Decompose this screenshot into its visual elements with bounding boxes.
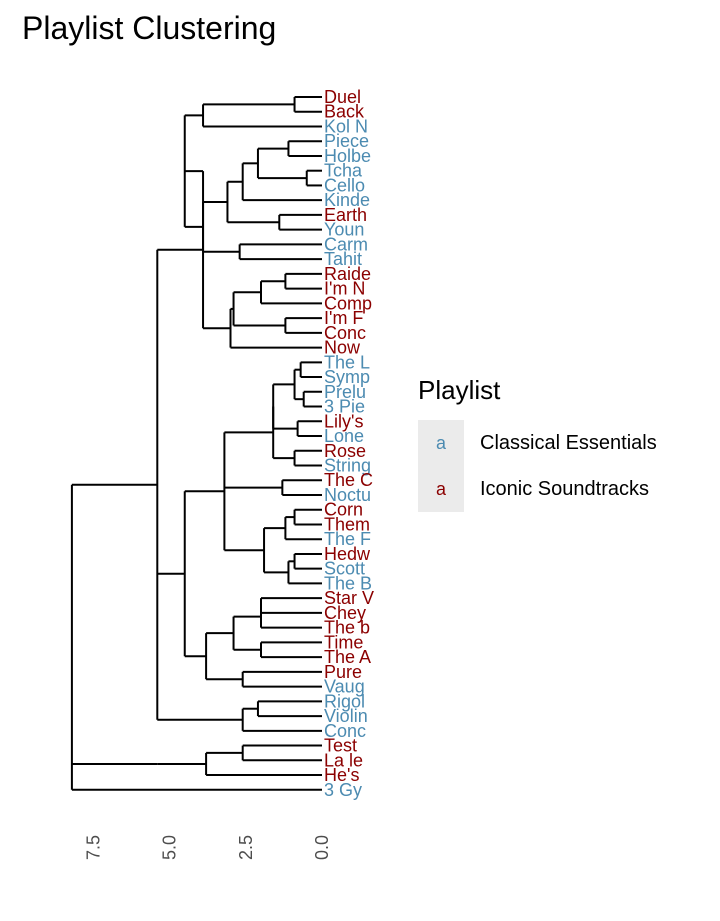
leaf-label-7: Kinde xyxy=(324,190,370,210)
leaf-label-33: The B xyxy=(324,573,372,593)
legend-key-soundtracks: a xyxy=(418,466,464,512)
leaf-label-29: Them xyxy=(324,514,370,534)
leaf-label-5: Tcha xyxy=(324,161,363,181)
x-axis: 7.5 5.0 2.5 0.0 xyxy=(83,835,332,860)
leaf-label-44: Test xyxy=(324,736,357,756)
leaf-label-28: Corn xyxy=(324,500,363,520)
leaf-label-3: Piece xyxy=(324,131,369,151)
legend-title: Playlist xyxy=(418,375,501,405)
leaf-label-21: 3 Pie xyxy=(324,397,365,417)
leaf-label-23: Lone xyxy=(324,426,364,446)
legend-label-classical: Classical Essentials xyxy=(480,431,657,454)
leaf-label-30: The F xyxy=(324,529,371,549)
leaf-label-4: Holbe xyxy=(324,146,371,166)
leaf-label-0: Duel xyxy=(324,87,361,107)
leaf-label-42: Violin xyxy=(324,706,368,726)
leaf-label-38: The A xyxy=(324,647,371,667)
leaf-label-39: Pure xyxy=(324,662,362,682)
leaf-label-8: Earth xyxy=(324,205,367,225)
leaf-label-20: Prelu xyxy=(324,382,366,402)
leaf-label-9: Youn xyxy=(324,220,364,240)
legend-key-classical: a xyxy=(418,420,464,466)
legend-item-soundtracks: a Iconic Soundtracks xyxy=(418,466,657,512)
leaf-label-19: Symp xyxy=(324,367,370,387)
leaf-label-35: Chey xyxy=(324,603,366,623)
leaf-label-36: The b xyxy=(324,618,370,638)
leaf-label-41: Rigol xyxy=(324,691,365,711)
axis-tick-label-3: 0.0 xyxy=(312,835,332,860)
leaf-label-18: The L xyxy=(324,352,370,372)
leaf-label-37: Time xyxy=(324,632,363,652)
chart-title: Playlist Clustering xyxy=(22,10,277,46)
leaf-label-11: Tahit xyxy=(324,249,362,269)
leaf-label-14: Comp xyxy=(324,293,372,313)
leaf-label-24: Rose xyxy=(324,441,366,461)
leaf-label-6: Cello xyxy=(324,175,365,195)
dendrogram-branches xyxy=(70,96,322,791)
axis-tick-label-0: 7.5 xyxy=(83,835,103,860)
leaf-label-10: Carm xyxy=(324,234,368,254)
leaf-label-32: Scott xyxy=(324,559,365,579)
leaf-label-13: I'm N xyxy=(324,279,365,299)
axis-tick-label-1: 5.0 xyxy=(160,835,180,860)
legend-label-soundtracks: Iconic Soundtracks xyxy=(480,477,649,500)
leaf-label-15: I'm F xyxy=(324,308,363,328)
leaf-label-1: Back xyxy=(324,102,365,122)
leaf-label-17: Now xyxy=(324,338,361,358)
leaf-label-12: Raide xyxy=(324,264,371,284)
leaf-label-46: He's xyxy=(324,765,359,785)
leaf-label-22: Lily's xyxy=(324,411,363,431)
leaf-label-43: Conc xyxy=(324,721,366,741)
leaf-label-47: 3 Gy xyxy=(324,780,362,800)
leaf-label-26: The C xyxy=(324,470,373,490)
leaf-label-31: Hedw xyxy=(324,544,371,564)
leaf-label-27: Noctu xyxy=(324,485,371,505)
axis-tick-label-2: 2.5 xyxy=(236,835,256,860)
leaf-label-45: La le xyxy=(324,750,363,770)
leaf-label-2: Kol N xyxy=(324,116,368,136)
leaf-label-40: Vaug xyxy=(324,677,365,697)
leaf-label-16: Conc xyxy=(324,323,366,343)
legend-item-classical: a Classical Essentials xyxy=(418,420,657,466)
legend: Playlist a Classical Essentials a Iconic… xyxy=(418,375,657,512)
leaf-label-25: String xyxy=(324,456,371,476)
leaf-label-34: Star V xyxy=(324,588,374,608)
